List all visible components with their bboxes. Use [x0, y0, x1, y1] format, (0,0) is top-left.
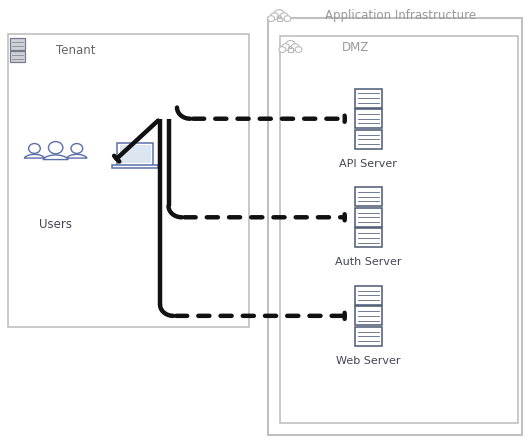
- FancyBboxPatch shape: [355, 306, 382, 325]
- Circle shape: [295, 47, 302, 52]
- FancyBboxPatch shape: [277, 17, 282, 21]
- Circle shape: [279, 47, 286, 52]
- FancyBboxPatch shape: [355, 286, 382, 305]
- Circle shape: [275, 9, 284, 18]
- Circle shape: [281, 44, 290, 51]
- FancyBboxPatch shape: [268, 18, 522, 435]
- FancyBboxPatch shape: [10, 51, 25, 62]
- Circle shape: [268, 16, 275, 22]
- Polygon shape: [24, 155, 45, 158]
- FancyBboxPatch shape: [117, 143, 153, 166]
- FancyBboxPatch shape: [355, 187, 382, 206]
- FancyBboxPatch shape: [120, 145, 151, 164]
- FancyBboxPatch shape: [355, 208, 382, 227]
- Polygon shape: [43, 155, 68, 159]
- Polygon shape: [67, 155, 87, 158]
- Circle shape: [48, 142, 63, 154]
- Text: Tenant: Tenant: [56, 43, 95, 57]
- FancyBboxPatch shape: [112, 165, 158, 168]
- FancyBboxPatch shape: [355, 228, 382, 247]
- Circle shape: [286, 40, 295, 49]
- Circle shape: [71, 143, 83, 153]
- Text: API Server: API Server: [339, 159, 398, 168]
- FancyBboxPatch shape: [355, 89, 382, 108]
- Circle shape: [284, 16, 291, 22]
- Text: DMZ: DMZ: [342, 40, 369, 54]
- FancyBboxPatch shape: [355, 327, 382, 346]
- Text: Application Infrastructure: Application Infrastructure: [324, 9, 476, 22]
- FancyBboxPatch shape: [355, 109, 382, 128]
- Circle shape: [291, 44, 299, 51]
- Text: Users: Users: [39, 217, 72, 231]
- FancyBboxPatch shape: [8, 34, 249, 327]
- Text: Web Server: Web Server: [336, 356, 401, 366]
- Text: Auth Server: Auth Server: [335, 257, 402, 267]
- FancyBboxPatch shape: [288, 48, 293, 52]
- FancyBboxPatch shape: [10, 38, 25, 49]
- Circle shape: [270, 13, 279, 20]
- Circle shape: [280, 13, 288, 20]
- Circle shape: [29, 143, 40, 153]
- FancyBboxPatch shape: [355, 130, 382, 149]
- FancyBboxPatch shape: [280, 36, 518, 423]
